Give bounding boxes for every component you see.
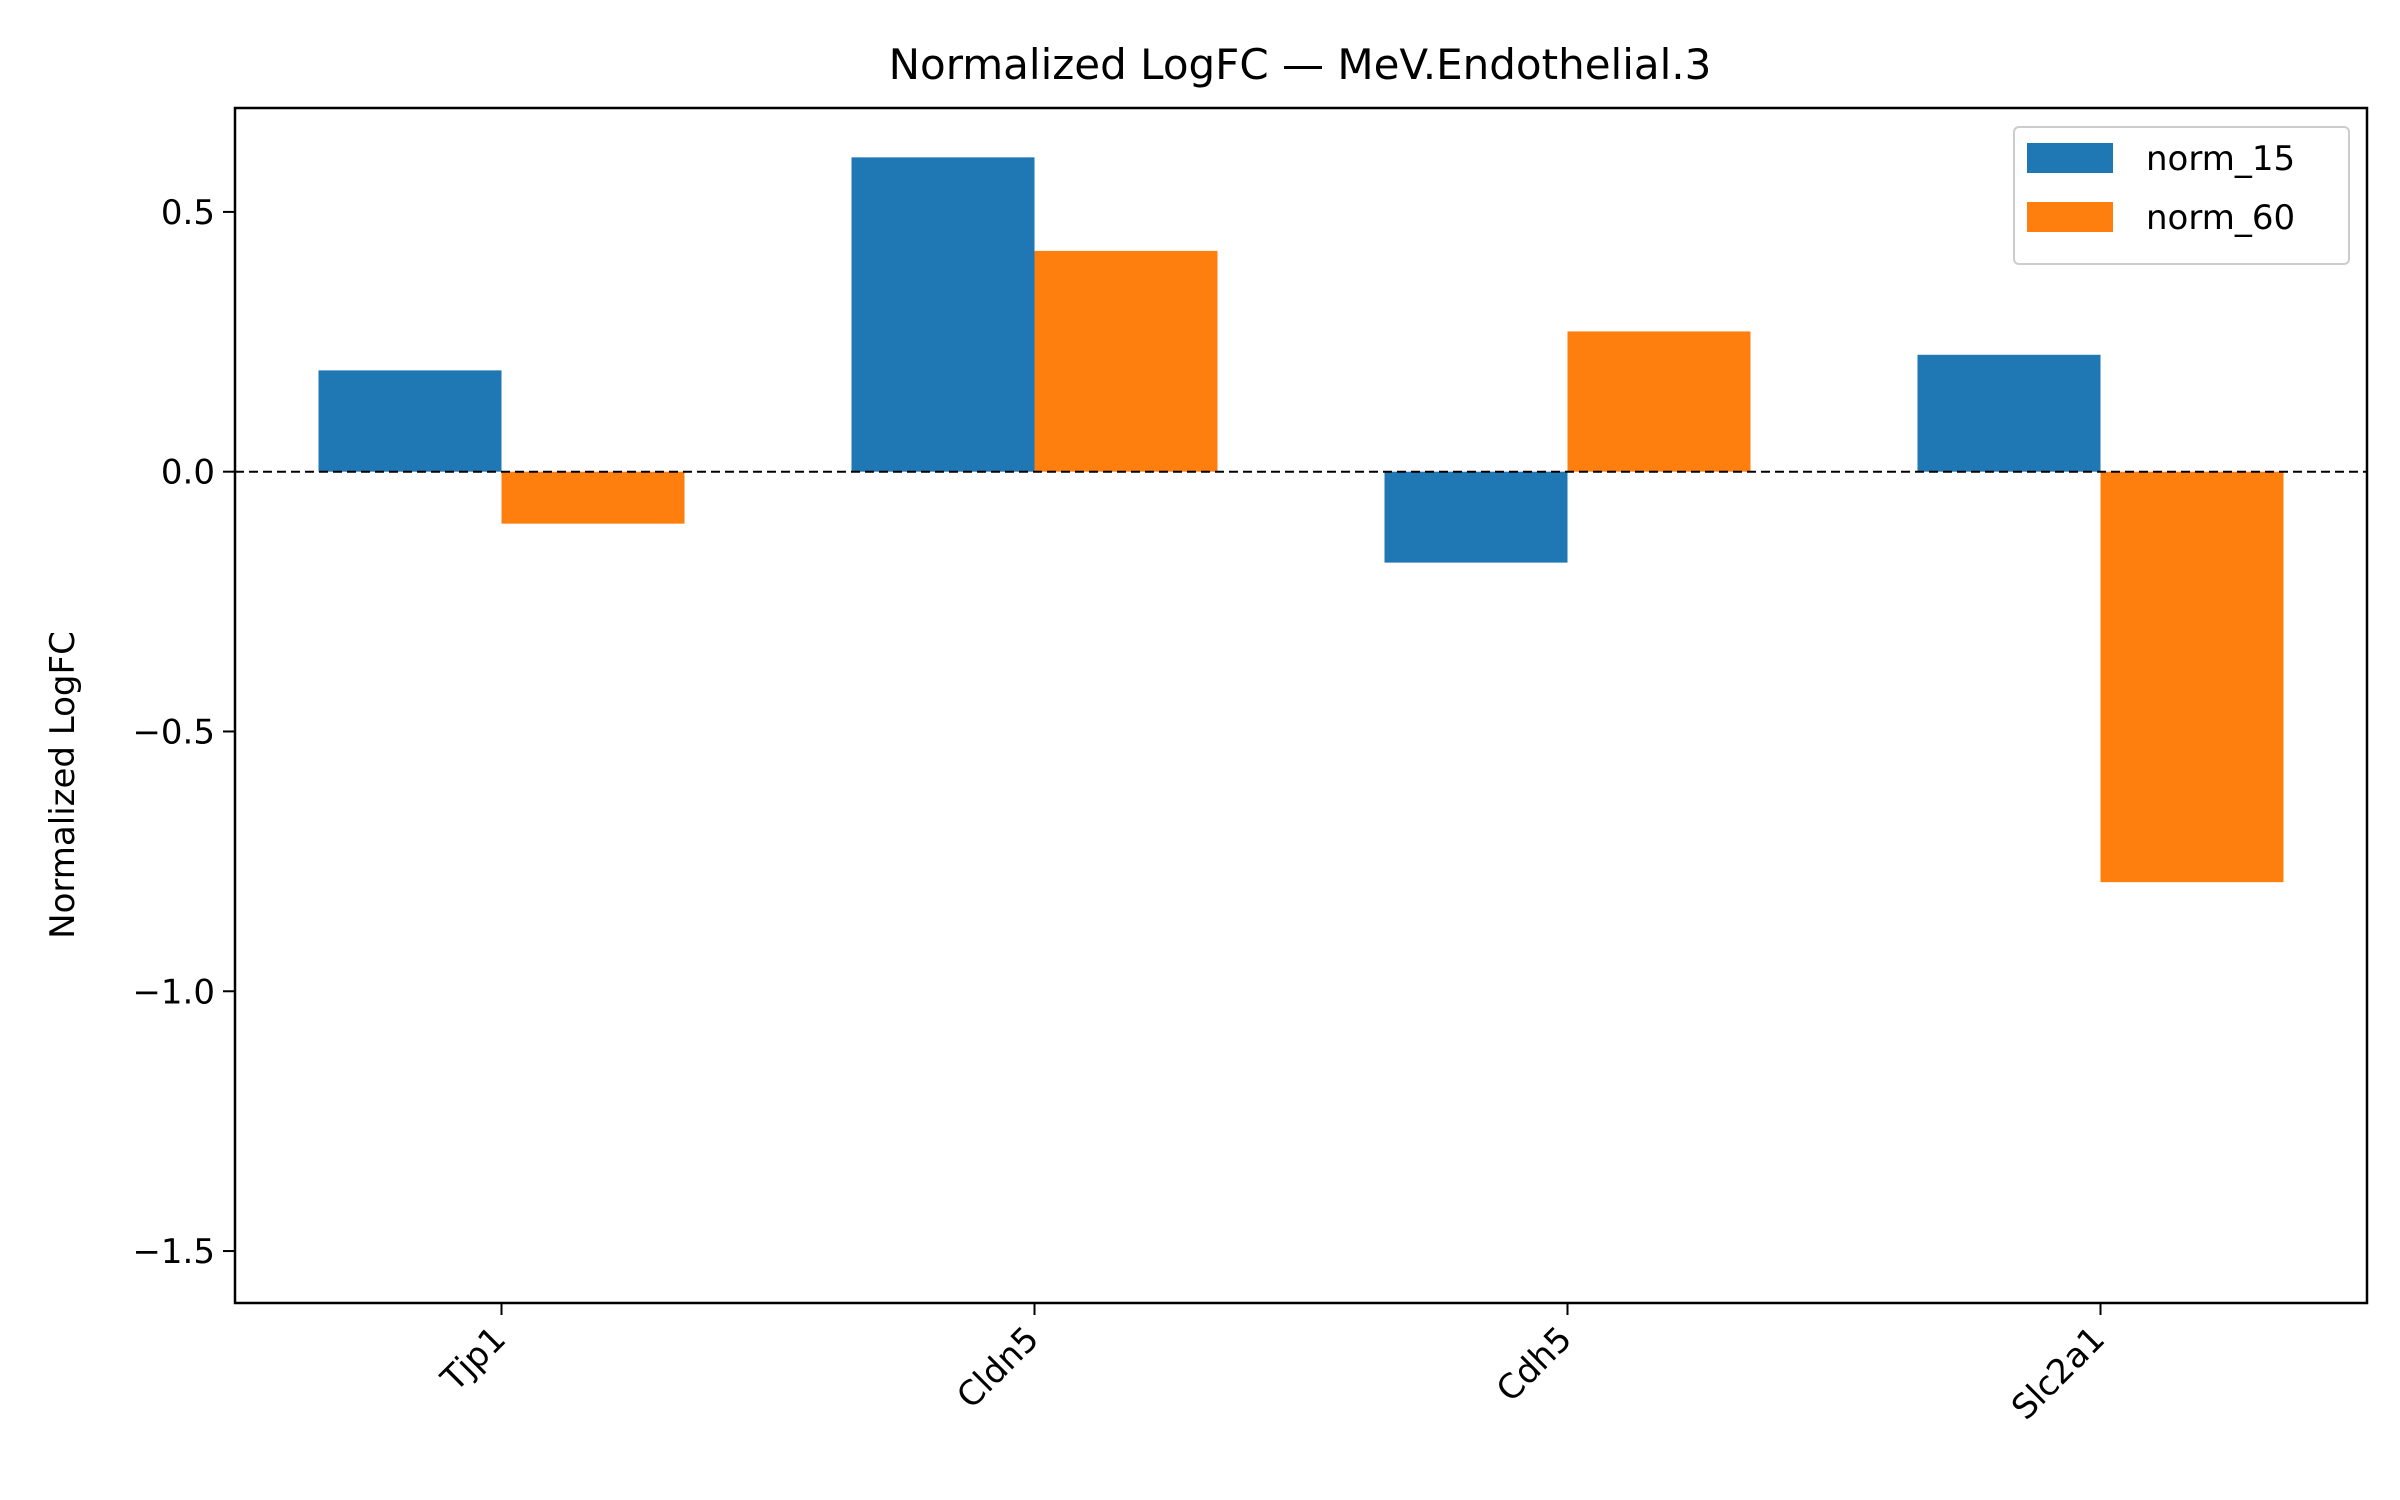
bar-norm_60-Slc2a1 — [2100, 471, 2284, 883]
y-tick-label: −1.5 — [132, 1232, 215, 1272]
bars-group — [318, 157, 2284, 883]
plot-frame — [233, 106, 2369, 1305]
chart-title: Normalized LogFC — MeV.Endothelial.3 — [889, 40, 1712, 89]
bar-norm_15-Cdh5 — [1384, 471, 1568, 563]
y-tick-label: −1.0 — [132, 972, 215, 1012]
y-tick-label: 0.5 — [161, 193, 215, 233]
y-tick-label: −0.5 — [132, 712, 215, 752]
y-axis-ticks: 0.5 0.0 −0.5 −1.0 −1.5 — [132, 193, 235, 1272]
bar-norm_15-Slc2a1 — [1917, 354, 2101, 472]
legend-swatch-norm_60 — [2027, 202, 2113, 232]
y-tick-label: 0.0 — [161, 453, 215, 493]
legend: norm_15 norm_60 — [2013, 126, 2350, 265]
bar-norm_15-Cldn5 — [851, 157, 1035, 472]
bar-norm_15-Tjp1 — [318, 370, 502, 472]
legend-label-norm_15: norm_15 — [2146, 139, 2295, 179]
legend-swatch-norm_15 — [2027, 143, 2113, 173]
bar-norm_60-Cldn5 — [1034, 250, 1218, 472]
legend-label-norm_60: norm_60 — [2146, 198, 2295, 238]
bar-norm_60-Cdh5 — [1567, 331, 1751, 472]
bar-norm_60-Tjp1 — [501, 471, 685, 524]
y-axis-label: Normalized LogFC — [43, 631, 83, 939]
